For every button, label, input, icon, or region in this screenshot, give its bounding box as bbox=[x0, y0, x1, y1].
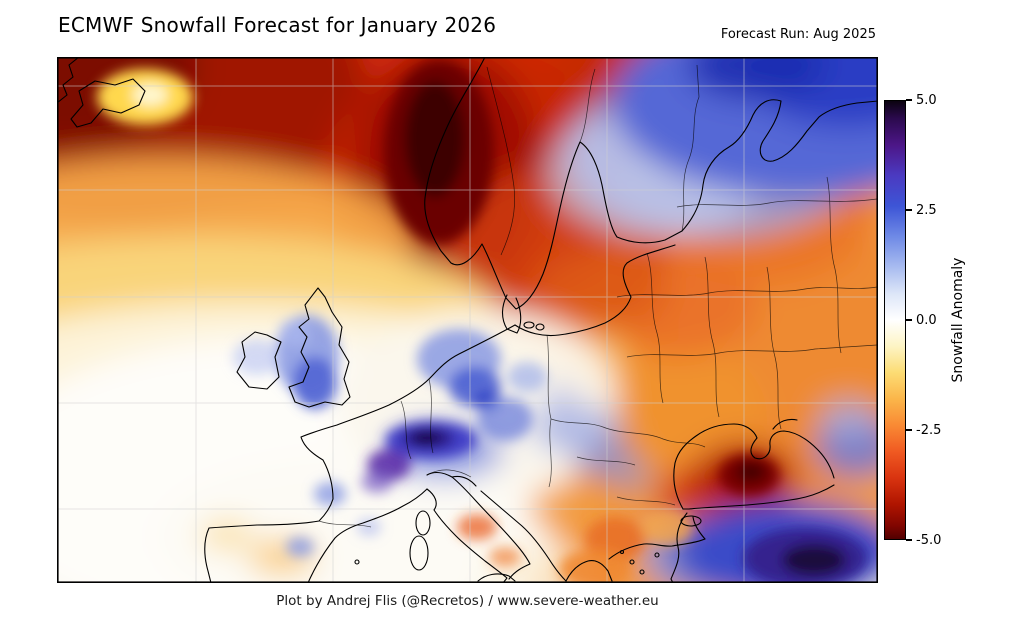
colorbar-tick bbox=[906, 319, 912, 321]
graticule bbox=[57, 57, 878, 583]
colorbar-tick bbox=[906, 539, 912, 541]
europe-map bbox=[57, 57, 878, 583]
colorbar-tick bbox=[906, 209, 912, 211]
colorbar-tick bbox=[906, 429, 912, 431]
attribution-caption: Plot by Andrej Flis (@Recretos) / www.se… bbox=[276, 593, 659, 609]
snowfall-anomaly-map bbox=[57, 57, 878, 583]
colorbar-axis-label: Snowfall Anomaly bbox=[950, 257, 966, 383]
map-frame bbox=[57, 57, 878, 583]
forecast-run-label: Forecast Run: Aug 2025 bbox=[720, 27, 876, 42]
colorbar-tick bbox=[906, 99, 912, 101]
colorbar-tick-label: 0.0 bbox=[916, 313, 937, 328]
coastlines bbox=[57, 57, 878, 583]
page-title: ECMWF Snowfall Forecast for January 2026 bbox=[58, 13, 497, 37]
colorbar-tick-label: 5.0 bbox=[916, 93, 937, 108]
colorbar bbox=[884, 100, 906, 540]
colorbar-tick-label: -5.0 bbox=[916, 533, 942, 548]
colorbar-tick-label: 2.5 bbox=[916, 203, 937, 218]
colorbar-tick-label: -2.5 bbox=[916, 423, 942, 438]
